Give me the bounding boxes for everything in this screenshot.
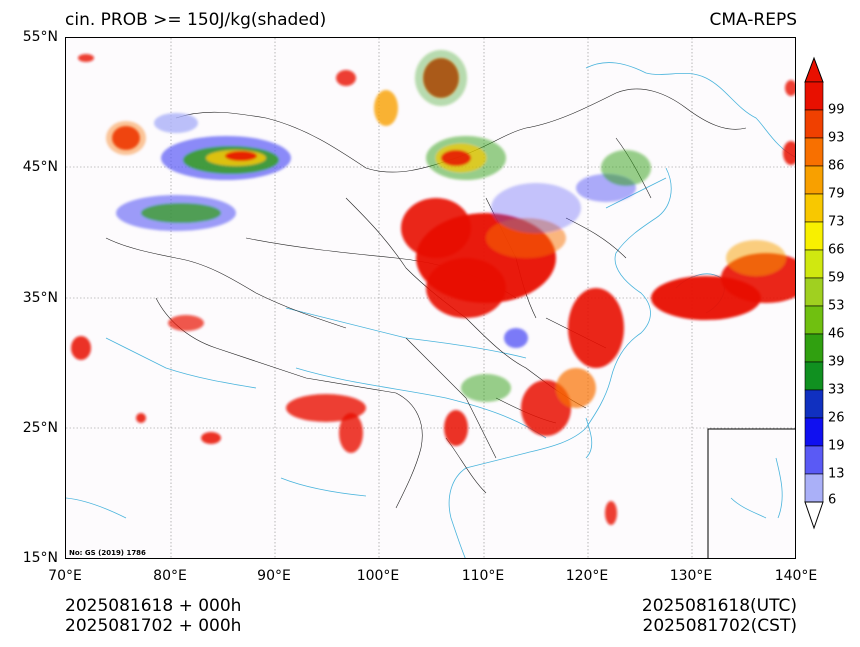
colorbar-label-19: 19 — [828, 438, 845, 454]
colorbar-label-86: 86 — [828, 158, 845, 174]
map-panel — [65, 37, 796, 559]
colorbar-cell-79 — [804, 165, 824, 195]
colorbar-label-93: 93 — [828, 130, 845, 146]
lon-label-90e: 90°E — [257, 568, 291, 584]
colorbar-cell-86 — [804, 137, 824, 167]
lon-label-70e: 70°E — [48, 568, 82, 584]
colorbar-cells — [804, 81, 824, 503]
colorbar-label-39: 39 — [828, 354, 845, 370]
colorbar-label-53: 53 — [828, 298, 845, 314]
colorbar-cell-26 — [804, 389, 824, 419]
colorbar-label-99: 99 — [828, 102, 845, 118]
colorbar-label-79: 79 — [828, 186, 845, 202]
model-name: CMA-REPS — [709, 10, 797, 30]
colorbar-cell-66 — [804, 221, 824, 251]
forecast-init-cst: 2025081702 + 000h — [65, 616, 242, 636]
colorbar-cell-53 — [804, 277, 824, 307]
colorbar-bottom-arrow — [804, 501, 824, 530]
colorbar-label-6: 6 — [828, 492, 837, 508]
lon-label-100e: 100°E — [356, 568, 400, 584]
lat-label-45n: 45°N — [22, 159, 58, 175]
map-title: cin. PROB >= 150J/kg(shaded) — [65, 10, 327, 30]
colorbar-cell-73 — [804, 193, 824, 223]
colorbar-label-33: 33 — [828, 382, 845, 398]
forecast-valid-utc: 2025081618(UTC) — [641, 596, 797, 616]
map-approval-number: No: GS (2019) 1786 — [69, 549, 146, 557]
forecast-valid-info: 2025081618(UTC) 2025081702(CST) — [642, 596, 797, 636]
lon-label-110e: 110°E — [461, 568, 505, 584]
colorbar-label-73: 73 — [828, 214, 845, 230]
lon-label-140e: 140°E — [774, 568, 818, 584]
colorbar-label-46: 46 — [828, 326, 845, 342]
lat-label-25n: 25°N — [22, 420, 58, 436]
forecast-init-info: 2025081618 + 000h 2025081702 + 000h — [65, 596, 241, 636]
lon-label-130e: 130°E — [669, 568, 713, 584]
colorbar-cell-39 — [804, 333, 824, 363]
colorbar-cell-99 — [804, 81, 824, 111]
colorbar-label-59: 59 — [828, 270, 845, 286]
forecast-valid-cst: 2025081702(CST) — [642, 616, 797, 636]
lon-label-120e: 120°E — [565, 568, 609, 584]
lat-label-15n: 15°N — [22, 550, 58, 566]
colorbar-label-66: 66 — [828, 242, 845, 258]
south-sea-inset — [707, 428, 795, 558]
lat-label-35n: 35°N — [22, 290, 58, 306]
colorbar-label-26: 26 — [828, 410, 845, 426]
lon-label-80e: 80°E — [153, 568, 187, 584]
lat-label-55n: 55°N — [22, 29, 58, 45]
colorbar-label-13: 13 — [828, 466, 845, 482]
colorbar-cell-19 — [804, 417, 824, 447]
colorbar-cell-93 — [804, 109, 824, 139]
colorbar-cell-6 — [804, 473, 824, 503]
colorbar — [804, 56, 824, 530]
colorbar-cell-13 — [804, 445, 824, 475]
forecast-init-utc: 2025081618 + 000h — [65, 596, 242, 616]
map-canvas — [66, 38, 795, 558]
colorbar-cell-46 — [804, 305, 824, 335]
probability-shading — [71, 50, 795, 525]
colorbar-cell-33 — [804, 361, 824, 391]
colorbar-cell-59 — [804, 249, 824, 279]
colorbar-top-arrow — [804, 56, 824, 83]
